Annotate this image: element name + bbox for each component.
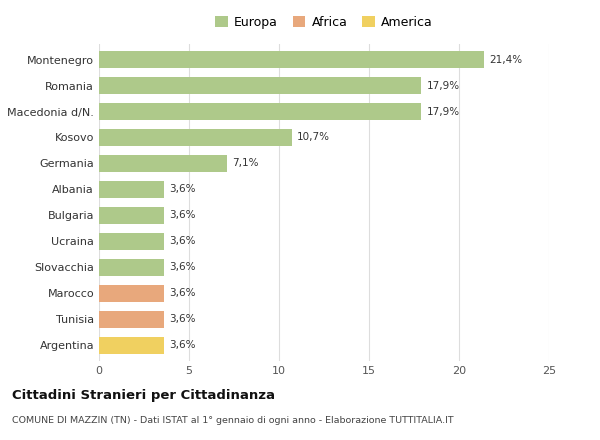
Bar [99,285,164,302]
Text: 7,1%: 7,1% [232,158,259,169]
Text: 10,7%: 10,7% [297,132,330,143]
Text: 21,4%: 21,4% [490,55,523,65]
Bar [99,233,164,250]
Bar [99,103,421,120]
Bar [99,311,164,328]
Text: 3,6%: 3,6% [169,236,196,246]
Text: 3,6%: 3,6% [169,184,196,194]
Bar [99,207,164,224]
Bar [99,259,164,276]
Text: 3,6%: 3,6% [169,210,196,220]
Bar [99,181,164,198]
Text: 3,6%: 3,6% [169,340,196,350]
Text: 3,6%: 3,6% [169,262,196,272]
Text: 3,6%: 3,6% [169,314,196,324]
Text: 3,6%: 3,6% [169,288,196,298]
Text: 17,9%: 17,9% [427,106,460,117]
Text: 17,9%: 17,9% [427,81,460,91]
Bar [99,77,421,94]
Text: COMUNE DI MAZZIN (TN) - Dati ISTAT al 1° gennaio di ogni anno - Elaborazione TUT: COMUNE DI MAZZIN (TN) - Dati ISTAT al 1°… [12,416,454,425]
Bar [99,129,292,146]
Bar [99,51,484,68]
Legend: Europa, Africa, America: Europa, Africa, America [212,13,436,31]
Bar [99,337,164,354]
Bar [99,155,227,172]
Text: Cittadini Stranieri per Cittadinanza: Cittadini Stranieri per Cittadinanza [12,389,275,403]
